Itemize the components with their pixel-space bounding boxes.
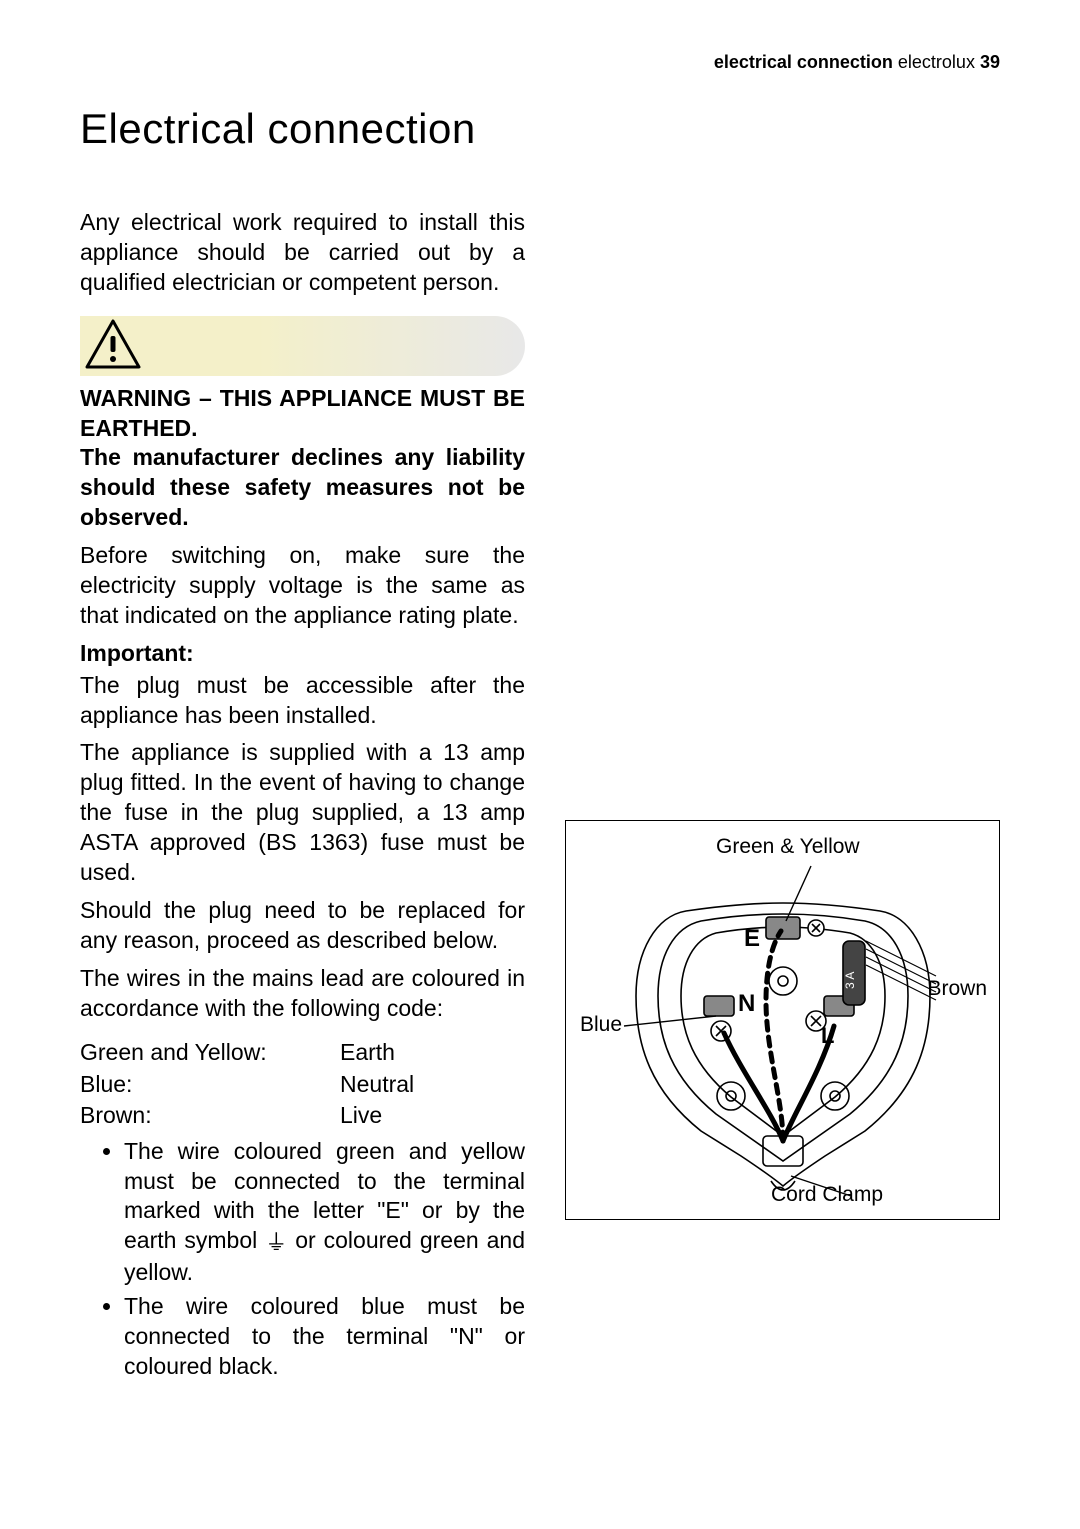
warning-liability: The manufacturer declines any liability … xyxy=(80,443,525,533)
earth-symbol-icon: ⏚ xyxy=(265,1230,287,1255)
warning-heading: WARNING – THIS APPLIANCE MUST BE EARTHED… xyxy=(80,384,525,444)
label-brown: Brown xyxy=(927,977,987,1001)
list-item: The wire coloured green and yellow must … xyxy=(124,1137,525,1288)
terminal-N: N xyxy=(738,990,755,1017)
plug-diagram-svg: E N L 3 A xyxy=(566,821,999,1219)
important-label: Important: xyxy=(80,639,525,669)
wire-colour-table: Green and Yellow: Earth Blue: Neutral Br… xyxy=(80,1037,525,1130)
wire-row-meaning: Neutral xyxy=(340,1069,525,1100)
wire-row-colour: Blue: xyxy=(80,1069,340,1100)
terminal-E: E xyxy=(744,925,760,952)
fuse-rating: 3 A xyxy=(843,972,857,989)
list-item: The wire coloured blue must be connected… xyxy=(124,1292,525,1382)
wiring-instructions-list: The wire coloured green and yellow must … xyxy=(80,1137,525,1382)
page-title: Electrical connection xyxy=(80,105,1000,153)
page: electrical connection electrolux 39 Elec… xyxy=(0,0,1080,1529)
label-blue: Blue xyxy=(580,1013,622,1037)
warning-triangle-icon xyxy=(84,318,142,370)
wire-row-colour: Green and Yellow: xyxy=(80,1037,340,1068)
wire-row-meaning: Earth xyxy=(340,1037,525,1068)
label-cord-clamp: Cord Clamp xyxy=(771,1183,883,1207)
header-section: electrical connection xyxy=(714,52,893,72)
fuse-paragraph: The appliance is supplied with a 13 amp … xyxy=(80,738,525,887)
wire-row-colour: Brown: xyxy=(80,1100,340,1131)
warning-banner-bg xyxy=(80,316,525,376)
plug-wiring-diagram: E N L 3 A Green & Yellow Brown Blue Cord… xyxy=(565,820,1000,1220)
header-page-number: 39 xyxy=(980,52,1000,72)
running-header: electrical connection electrolux 39 xyxy=(714,52,1000,73)
label-green-yellow: Green & Yellow xyxy=(716,835,860,859)
terminal-L: L xyxy=(821,1023,834,1048)
wire-row-meaning: Live xyxy=(340,1100,525,1131)
intro-paragraph: Any electrical work required to install … xyxy=(80,208,525,298)
plug-accessible-paragraph: The plug must be accessible after the ap… xyxy=(80,671,525,731)
voltage-check-paragraph: Before switching on, make sure the elect… xyxy=(80,541,525,631)
replace-plug-paragraph: Should the plug need to be replaced for … xyxy=(80,896,525,956)
wire-code-intro: The wires in the mains lead are coloured… xyxy=(80,964,525,1024)
left-column: Any electrical work required to install … xyxy=(80,208,525,1381)
header-brand: electrolux xyxy=(898,52,975,72)
warning-banner xyxy=(80,316,525,376)
